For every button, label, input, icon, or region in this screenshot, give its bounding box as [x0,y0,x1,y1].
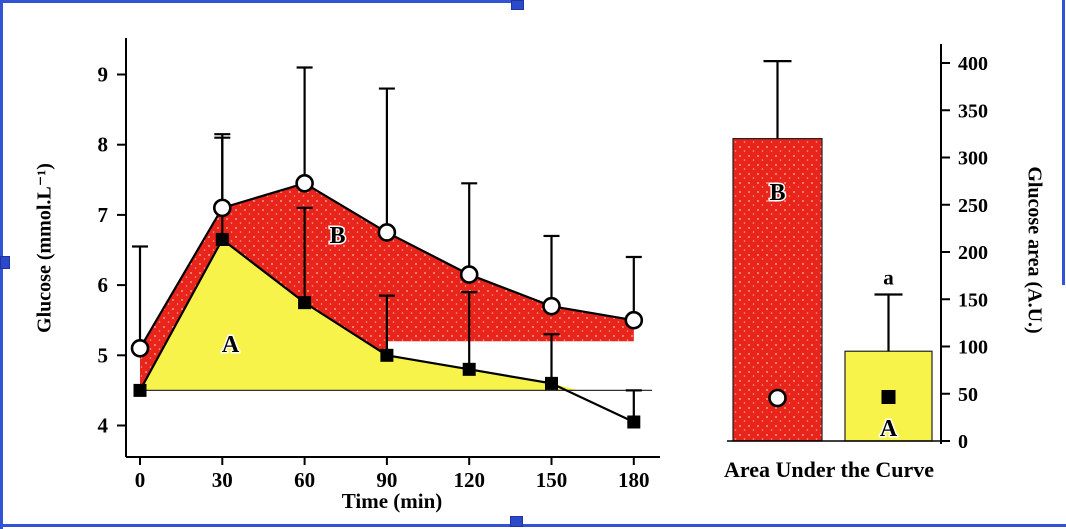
legend-open-circle [768,388,787,408]
right-y-axis-title: Glucose area (A.U.) [1023,166,1046,334]
marker-open-circle [295,174,314,193]
y-tick-label: 6 [98,273,109,297]
right-y-tick-label: 50 [958,384,978,406]
selection-border-bottom[interactable] [0,524,1066,527]
marker-filled-square [380,348,394,362]
selection-handle-top[interactable] [511,0,524,10]
legend-filled-square [881,390,896,404]
left-y-axis-title: Glucose (mmol.L⁻¹) [33,163,56,333]
bar-chart: a B A 0 50 100 150 200 250 300 350 400 [727,44,988,453]
series-label-A: A [222,332,240,358]
line-chart: B A 9 8 7 6 5 4 0 30 60 90 120 150 180 [98,38,660,492]
y-tick-label: 5 [98,343,109,367]
x-tick-label: 180 [618,468,650,492]
y-tick-label: 8 [98,133,109,157]
selection-border-top[interactable] [0,0,520,3]
y-tick-label: 7 [98,203,109,227]
selection-handle-left[interactable] [0,256,10,269]
significance-annotation: a [883,266,894,290]
marker-filled-square [133,383,147,397]
bar-label-B: B [769,180,785,206]
marker-open-circle [130,338,150,358]
marker-open-circle [213,198,232,218]
x-axis-title: Time (min) [341,489,443,513]
right-y-tick-label: 400 [958,53,988,75]
x-tick-label: 60 [294,468,315,492]
right-y-tick-label: 300 [958,148,988,170]
marker-open-circle [377,223,397,242]
marker-filled-square [298,296,312,310]
right-y-tick-label: 150 [958,289,988,311]
right-y-tick-label: 350 [958,100,988,122]
marker-open-circle [459,265,479,284]
x-tick-label: 0 [135,468,146,492]
marker-open-circle [624,310,644,330]
y-tick-label: 4 [98,414,109,438]
series-label-B: B [330,223,346,249]
x-tick-label: 120 [453,468,485,492]
selection-handle-bottom[interactable] [510,516,523,527]
area-B [140,183,634,391]
x-tick-label: 30 [212,468,233,492]
right-y-tick-label: 100 [958,337,988,359]
selection-border-right[interactable] [1062,0,1065,285]
right-y-tick-label: 0 [958,431,968,453]
bar-chart-caption: Area Under the Curve [724,457,934,482]
area-A [140,239,579,391]
x-tick-label: 150 [536,468,568,492]
right-y-tick-label: 200 [958,242,988,264]
x-tick-label: 90 [376,468,397,492]
bar-label-A: A [880,416,898,442]
marker-filled-square [545,376,558,390]
right-y-tick-label: 250 [958,195,988,217]
marker-open-circle [542,296,561,316]
y-tick-label: 9 [98,63,109,87]
marker-filled-square [627,415,641,429]
marker-filled-square [462,362,476,376]
marker-filled-square [215,232,229,246]
